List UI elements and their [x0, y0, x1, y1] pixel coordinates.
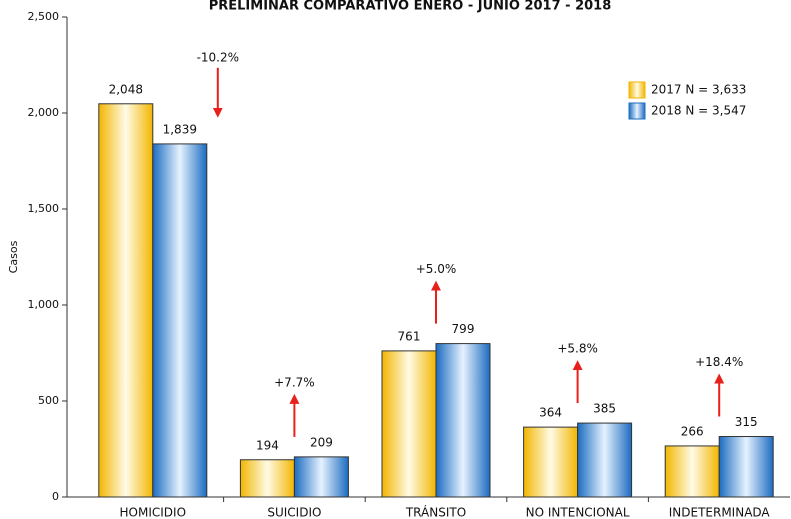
- bar: [435, 343, 491, 498]
- legend-swatch: [628, 102, 646, 120]
- legend-label: 2018 N = 3,547: [651, 104, 746, 118]
- annotation: +5.8%: [557, 342, 598, 356]
- annotation: +7.7%: [274, 375, 315, 389]
- y-tick-label: 500: [38, 394, 59, 407]
- data-label: 209: [310, 435, 333, 449]
- data-label: 1,839: [163, 122, 197, 136]
- bar: [293, 456, 349, 498]
- bar: [381, 350, 437, 498]
- data-label: 266: [681, 424, 704, 438]
- data-label: 799: [452, 322, 475, 336]
- x-tick-label: TRÁNSITO: [405, 505, 466, 519]
- y-tick-label: 2,500: [28, 10, 60, 23]
- y-tick-label: 1,000: [28, 298, 60, 311]
- y-axis-label: Casos: [7, 240, 20, 273]
- bar: [98, 103, 154, 498]
- data-label: 2,048: [109, 82, 143, 96]
- y-tick-label: 0: [52, 490, 59, 503]
- annotation: +18.4%: [695, 355, 743, 369]
- data-label: 194: [256, 438, 279, 452]
- annotation: +5.0%: [416, 262, 457, 276]
- x-tick-label: HOMICIDIO: [120, 506, 187, 519]
- bar: [239, 459, 295, 498]
- data-label: 315: [735, 415, 758, 429]
- data-label: 761: [398, 329, 421, 343]
- legend-label: 2017 N = 3,633: [651, 83, 746, 97]
- data-label: 364: [539, 406, 562, 420]
- annotation: -10.2%: [197, 50, 239, 64]
- x-tick-label: SUICIDIO: [267, 506, 321, 519]
- bar: [152, 143, 208, 498]
- y-tick-label: 1,500: [28, 202, 60, 215]
- bar: [577, 422, 633, 498]
- chart-title: PRELIMINAR COMPARATIVO ENERO - JUNIO 201…: [209, 0, 612, 14]
- bar: [664, 445, 720, 498]
- legend-swatch: [628, 81, 646, 99]
- bar: [718, 436, 774, 498]
- x-tick-label: INDETERMINADA: [669, 506, 771, 519]
- data-label: 385: [593, 402, 616, 416]
- x-tick-label: NO INTENCIONAL: [526, 506, 630, 519]
- y-tick-label: 2,000: [28, 106, 60, 119]
- bar: [523, 426, 579, 498]
